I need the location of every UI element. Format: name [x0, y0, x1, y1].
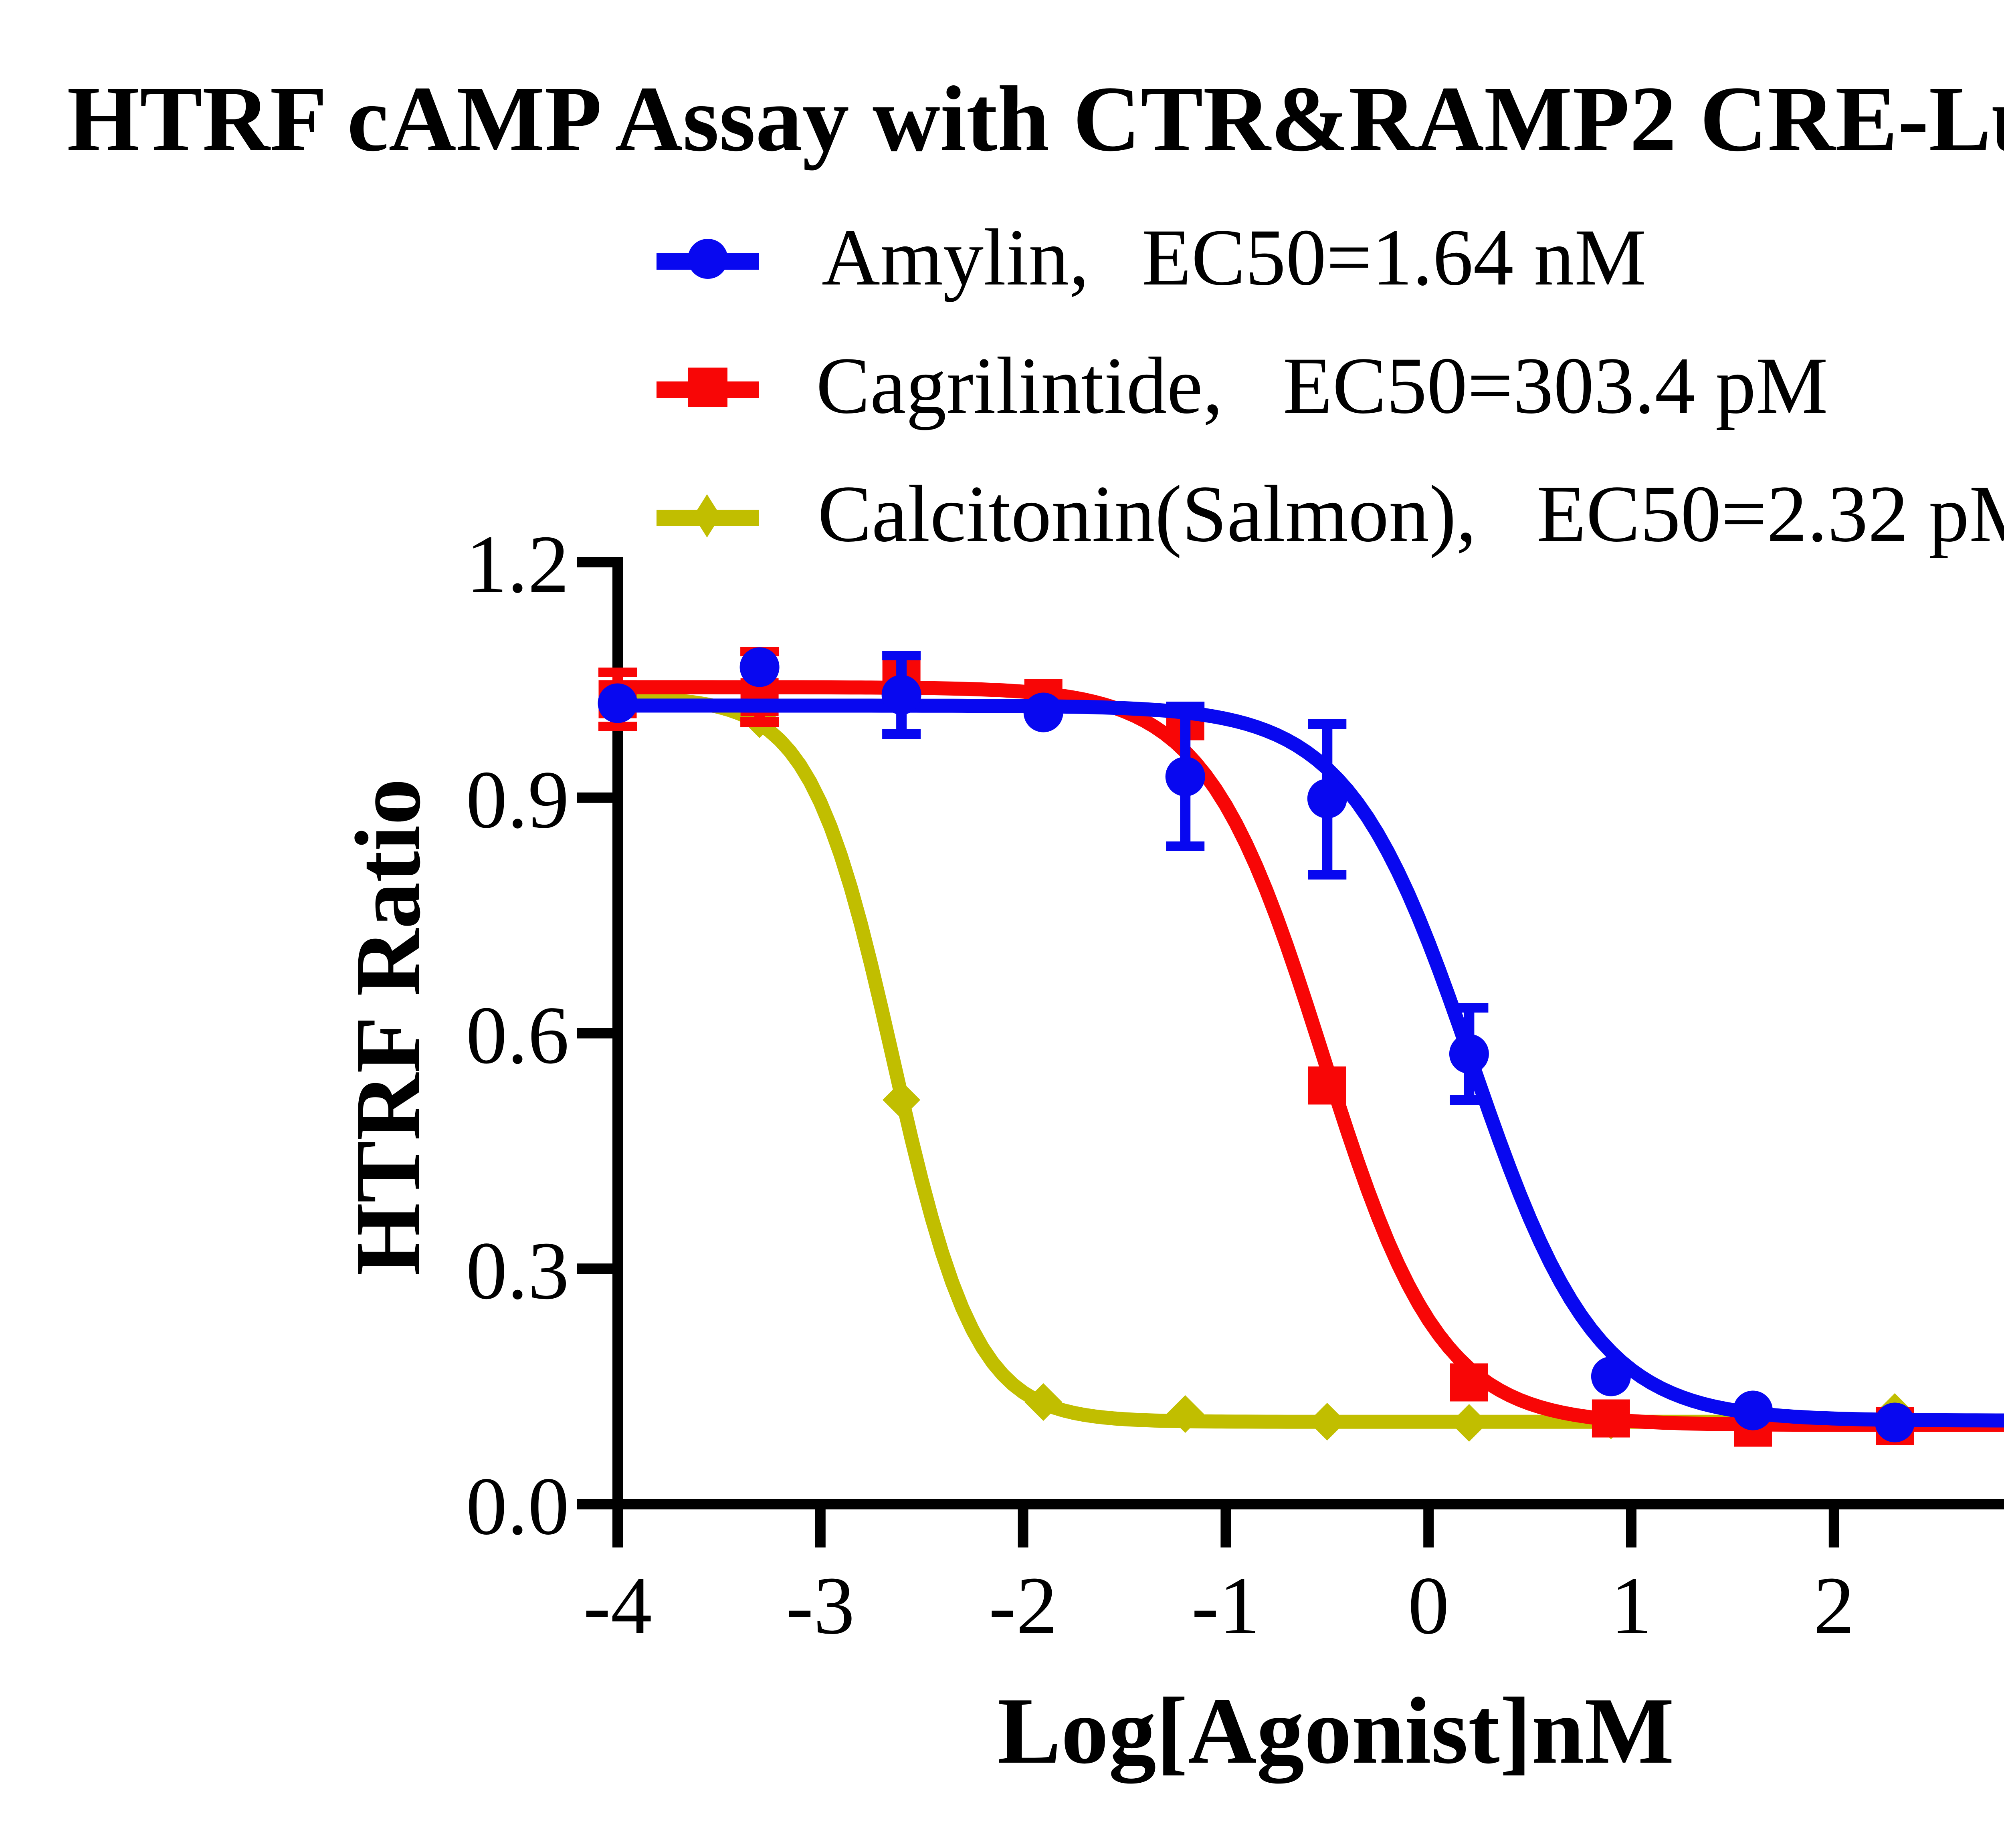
svg-text:HTRF cAMP Assay with CTR&RAMP2: HTRF cAMP Assay with CTR&RAMP2 CRE-Luc C… [67, 67, 2004, 171]
svg-text:Cagrilintide,EC50=303.4 pM: Cagrilintide, EC50=303.4 pM [816, 341, 1828, 430]
svg-text:0.0: 0.0 [466, 1460, 570, 1552]
svg-text:0.3: 0.3 [466, 1225, 570, 1316]
svg-text:1.2: 1.2 [466, 518, 570, 610]
svg-text:-4: -4 [583, 1560, 652, 1651]
svg-text:-3: -3 [786, 1560, 855, 1651]
svg-text:0: 0 [1408, 1560, 1449, 1651]
svg-text:1: 1 [1611, 1560, 1652, 1651]
svg-text:HTRF Ratio: HTRF Ratio [336, 779, 440, 1275]
svg-text:0.9: 0.9 [466, 754, 570, 845]
svg-text:Calcitonin(Salmon),EC50=2.32 p: Calcitonin(Salmon), EC50=2.32 pM [818, 469, 2004, 559]
svg-text:-2: -2 [989, 1560, 1058, 1651]
svg-text:Log[Agonist]nM: Log[Agonist]nM [998, 1678, 1674, 1783]
svg-text:Amylin,EC50=1.64 nM: Amylin, EC50=1.64 nM [822, 212, 1646, 302]
svg-text:0.6: 0.6 [466, 989, 570, 1081]
svg-text:2: 2 [1813, 1560, 1855, 1651]
svg-text:-1: -1 [1192, 1560, 1261, 1651]
